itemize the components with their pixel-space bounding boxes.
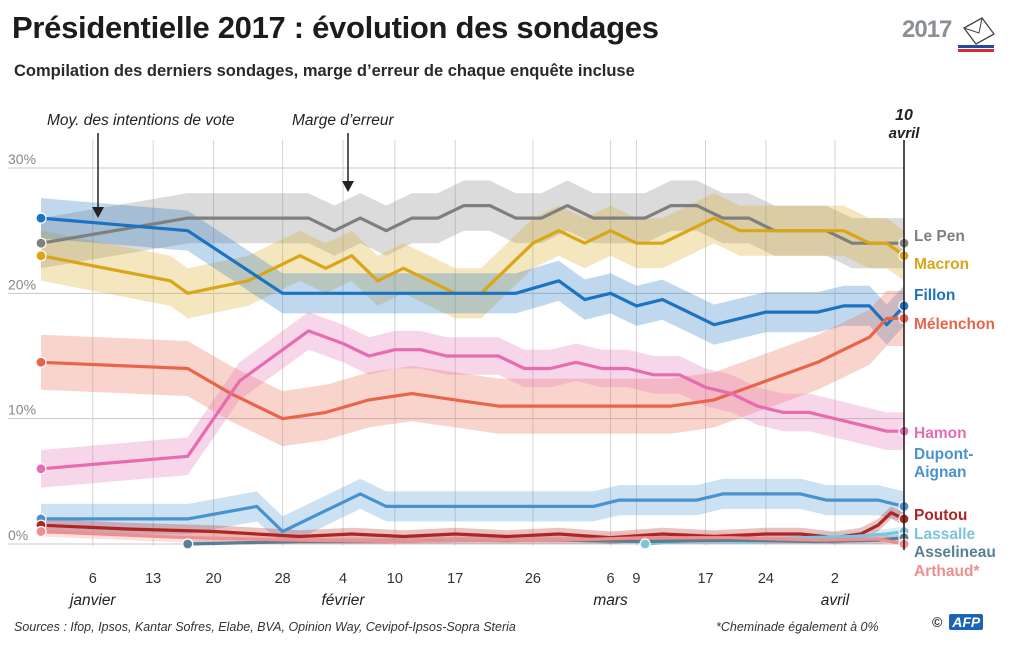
dupont-aignan-average-line	[41, 492, 905, 534]
macron-start-dot	[35, 250, 47, 262]
le-pen-start-dot	[35, 237, 47, 249]
arthaud-start-dot	[35, 525, 47, 538]
le-pen-margin-band	[41, 180, 904, 269]
x-tick-label: 2	[831, 571, 839, 587]
sources-text: Sources : Ifop, Ipsos, Kantar Sofres, El…	[14, 620, 516, 634]
series-labels: Le PenMacronFillonMélenchonHamonDupont-A…	[914, 228, 996, 580]
month-label: mars	[593, 592, 628, 609]
x-tick-label: 10	[387, 571, 403, 587]
copyright-symbol: ©	[932, 614, 943, 630]
hamon-average-line	[40, 329, 904, 471]
y-tick-label: 10%	[8, 402, 36, 418]
axes: 0% 10% 20% 30% 6 13 20 28 4 10 17 26 6 9 17 24 2 janvier f…	[8, 107, 920, 609]
melenchon-label: Mélenchon	[914, 316, 995, 333]
melenchon-start-dot	[35, 356, 47, 368]
chart-title: Présidentielle 2017 : évolution des sond…	[12, 10, 659, 45]
asselineau-start-dot	[182, 538, 194, 550]
annotation-average: Moy. des intentions de vote	[47, 112, 235, 129]
x-tick-label: 9	[632, 571, 640, 587]
arthaud-average-line	[40, 529, 905, 546]
annotation-margin: Marge d’erreur	[292, 112, 394, 129]
fillon-start-dot	[35, 212, 47, 224]
afp-logo: AFP	[949, 614, 984, 630]
ballot-envelope-icon	[958, 17, 995, 52]
le-pen-label: Le Pen	[914, 228, 965, 245]
average-lines	[40, 203, 906, 546]
annotation-average-arrowhead	[92, 207, 104, 218]
month-label: février	[322, 592, 366, 609]
annotation-margin-arrowhead	[342, 181, 354, 192]
x-tick-label: 24	[758, 571, 774, 587]
x-tick-label: 6	[89, 571, 97, 587]
error-margin-bands	[41, 180, 904, 544]
dupont-aignan-label: Dupont-	[914, 446, 973, 463]
month-label: avril	[821, 592, 850, 609]
poutou-label: Poutou	[914, 507, 967, 524]
macron-label: Macron	[914, 256, 969, 273]
x-tick-label: 20	[206, 571, 222, 587]
dupont-aignan-margin-band	[41, 478, 904, 544]
x-tick-label: 4	[339, 571, 347, 587]
x-tick-label: 17	[447, 571, 463, 587]
asselineau-label: Asselineau	[914, 544, 996, 561]
afp-credit: © AFP	[932, 614, 984, 630]
x-tick-label: 26	[525, 571, 541, 587]
footnote-text: *Cheminade également à 0%	[716, 620, 879, 634]
logo-year: 2017	[902, 16, 952, 43]
macron-margin-band	[41, 193, 904, 319]
arthaud-label: Arthaud*	[914, 563, 980, 580]
chart-grid	[8, 140, 904, 546]
y-tick-label: 0%	[8, 527, 28, 543]
macron-average-line	[40, 216, 905, 295]
election-2017-logo: 2017	[902, 14, 1000, 54]
dupont-aignan-label: Aignan	[914, 464, 967, 481]
end-date-month: avril	[889, 125, 921, 142]
hamon-margin-band	[41, 312, 904, 488]
x-tick-label: 28	[275, 571, 291, 587]
hamon-label: Hamon	[914, 425, 967, 442]
lassalle-label: Lassalle	[914, 526, 976, 543]
melenchon-average-line	[40, 316, 904, 421]
fillon-average-line	[40, 216, 906, 327]
y-tick-label: 30%	[8, 151, 36, 167]
chart-subtitle: Compilation des derniers sondages, marge…	[14, 62, 635, 80]
endpoint-dots	[35, 212, 910, 550]
polls-line-chart: 0% 10% 20% 30% 6 13 20 28 4 10 17 26 6 9 17 24 2 janvier f…	[8, 107, 996, 609]
hamon-start-dot	[35, 463, 47, 475]
x-tick-label: 6	[607, 571, 615, 587]
fillon-margin-band	[41, 198, 904, 345]
end-date-number: 10	[895, 107, 913, 124]
month-label: janvier	[68, 592, 116, 609]
x-tick-label: 17	[697, 571, 713, 587]
y-tick-label: 20%	[8, 276, 36, 292]
annotations: Moy. des intentions de vote Marge d’erreu…	[47, 112, 394, 218]
lassalle-start-dot	[639, 538, 651, 550]
x-tick-label: 13	[145, 571, 161, 587]
fillon-label: Fillon	[914, 287, 955, 304]
